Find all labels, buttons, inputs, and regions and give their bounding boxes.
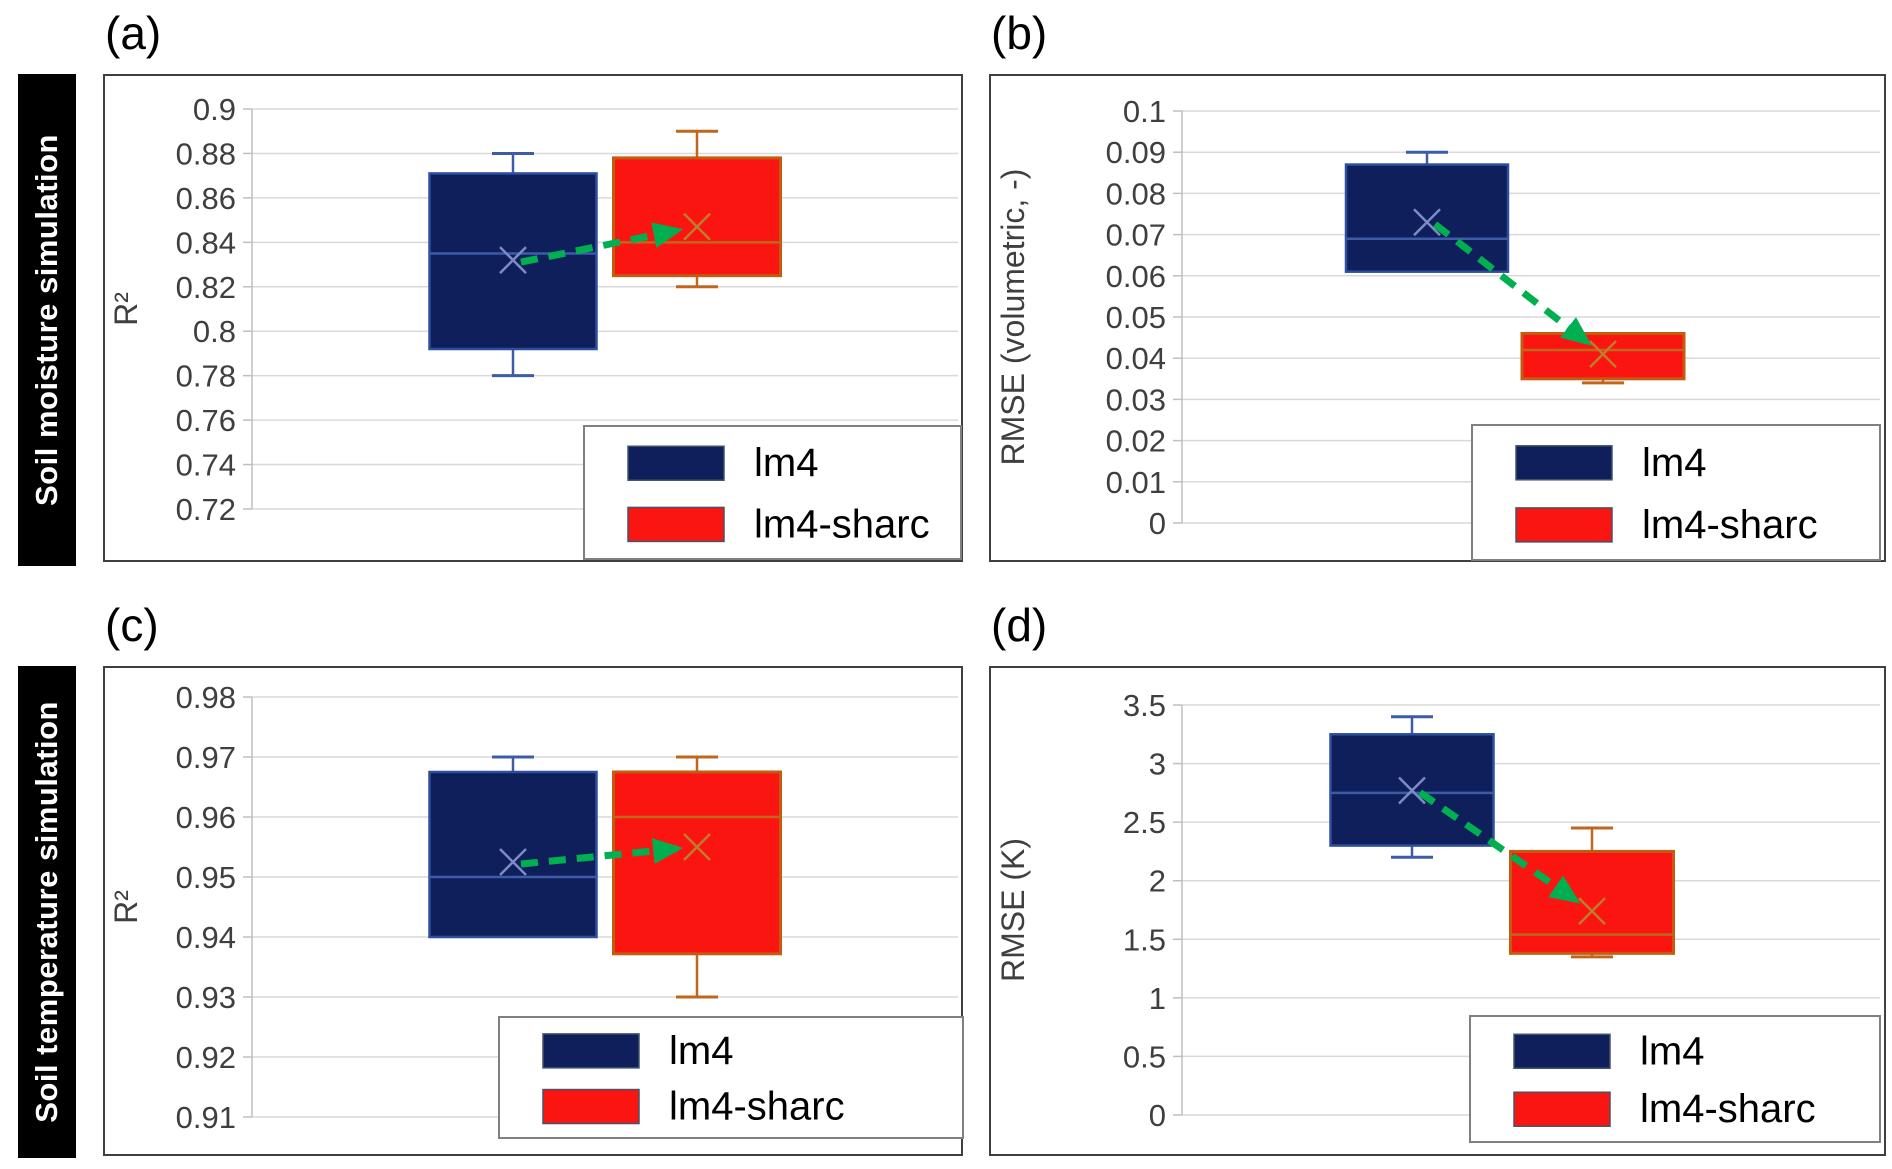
mean-marker-lm4 [499, 246, 527, 274]
legend-swatch-lm4-sharc [627, 506, 725, 543]
y-axis-title: RMSE (volumetric, -) [995, 169, 1031, 466]
panel-title-d: (d) [991, 599, 1048, 651]
row-banner-soil-temperature-label: Soil temperature simulation [29, 701, 64, 1123]
y-tick-label: 0 [1149, 506, 1166, 541]
y-tick-label: 0.91 [176, 1100, 236, 1135]
legend-label-lm4-sharc: lm4-sharc [1642, 503, 1818, 547]
row-banner-soil-moisture-label: Soil moisture simulation [29, 134, 64, 506]
chart-panel-a: 0.9 0.88 0.86 0.84 0.82 0.8 0.78 0.76 0.74 0.72 R²… [103, 74, 963, 562]
panel-title-a: (a) [105, 7, 162, 59]
y-axis-title: RMSE (K) [995, 838, 1031, 982]
mean-marker-lm4-sharc [683, 212, 711, 241]
y-tick-label: 0.92 [176, 1040, 236, 1075]
box-lm4-sharc [1520, 331, 1686, 381]
legend-label-lm4-sharc: lm4-sharc [1640, 1087, 1816, 1131]
legend-label-lm4-sharc: lm4-sharc [754, 502, 930, 546]
y-tick-label: 0.88 [176, 136, 236, 171]
y-tick-label: 0.94 [176, 920, 236, 955]
legend-label-lm4: lm4 [669, 1029, 733, 1073]
y-tick-label: 0.95 [176, 860, 236, 895]
box-lm4 [428, 770, 598, 939]
y-tick-label: 0.97 [176, 740, 236, 775]
y-tick-label: 1.5 [1123, 922, 1166, 957]
y-tick-label: 0 [1149, 1098, 1166, 1133]
chart-c-canvas: 0.98 0.97 0.96 0.95 0.94 0.93 0.92 0.91 R² lm4 lm4… [108, 680, 964, 1139]
chart-b-canvas: 0.1 0.09 0.08 0.07 0.06 0.05 0.04 0.03 0.02 0.01 0… [995, 94, 1881, 561]
y-tick-label: 1 [1149, 981, 1166, 1016]
y-tick-label: 0.98 [176, 680, 236, 715]
y-tick-label: 0.8 [193, 314, 236, 349]
y-tick-label: 3.5 [1123, 688, 1166, 723]
chart-d-canvas: 3.5 3 2.5 2 1.5 1 0.5 0 RMSE (K) lm4 lm4-sharc [995, 688, 1881, 1143]
y-tick-label: 0.84 [176, 225, 236, 260]
y-tick-label: 0.93 [176, 980, 236, 1015]
y-tick-label: 0.06 [1106, 259, 1166, 294]
chart-panel-b: 0.1 0.09 0.08 0.07 0.06 0.05 0.04 0.03 0.02 0.01 0… [989, 74, 1886, 562]
y-tick-label: 0.82 [176, 270, 236, 305]
y-tick-label: 3 [1149, 747, 1166, 782]
mean-marker-lm4-sharc [1578, 897, 1606, 926]
legend-label-lm4: lm4 [754, 441, 818, 485]
legend-swatch-lm4-sharc [542, 1088, 640, 1125]
legend-label-lm4: lm4 [1640, 1029, 1704, 1073]
y-tick-label: 0.04 [1106, 341, 1166, 376]
y-tick-label: 0.1 [1123, 94, 1166, 129]
y-tick-label: 0.72 [176, 492, 236, 527]
y-tick-label: 2 [1149, 864, 1166, 899]
y-tick-label: 0.08 [1106, 176, 1166, 211]
y-tick-label: 0.01 [1106, 465, 1166, 500]
y-tick-label: 0.03 [1106, 382, 1166, 417]
y-tick-label: 0.96 [176, 800, 236, 835]
legend-label-lm4: lm4 [1642, 441, 1706, 485]
y-tick-label: 0.09 [1106, 135, 1166, 170]
y-axis-title: R² [108, 292, 144, 326]
mean-marker-lm4-sharc [1589, 340, 1617, 368]
y-tick-label: 0.02 [1106, 424, 1166, 459]
chart-panel-d: 3.5 3 2.5 2 1.5 1 0.5 0 RMSE (K) lm4 lm4-sharc [989, 666, 1886, 1156]
legend-label-lm4-sharc: lm4-sharc [669, 1085, 845, 1129]
legend-swatch-lm4 [542, 1033, 640, 1069]
y-tick-label: 0.07 [1106, 218, 1166, 253]
y-tick-label: 0.76 [176, 403, 236, 438]
legend-swatch-lm4 [1515, 445, 1613, 481]
y-tick-label: 0.74 [176, 448, 236, 483]
mean-marker-lm4 [1413, 208, 1441, 237]
panel-title-c: (c) [105, 599, 159, 651]
y-tick-label: 2.5 [1123, 805, 1166, 840]
legend-swatch-lm4-sharc [1515, 507, 1613, 543]
box-lm4 [1344, 163, 1510, 273]
legend-swatch-lm4 [1513, 1033, 1611, 1070]
legend-swatch-lm4 [627, 445, 725, 481]
improvement-arrow [1432, 221, 1592, 346]
y-tick-label: 0.5 [1123, 1039, 1166, 1074]
y-axis-title: R² [108, 890, 144, 924]
mean-marker-lm4 [1398, 776, 1426, 805]
chart-panel-c: 0.98 0.97 0.96 0.95 0.94 0.93 0.92 0.91 R² lm4 lm4… [103, 666, 964, 1156]
box-lm4-sharc [612, 156, 782, 278]
y-tick-label: 0.05 [1106, 300, 1166, 335]
mean-marker-lm4 [499, 848, 527, 876]
box-lm4-sharc [1509, 849, 1675, 955]
mean-marker-lm4-sharc [683, 833, 711, 861]
y-tick-label: 0.9 [193, 92, 236, 127]
box-lm4-sharc [612, 770, 782, 956]
y-tick-label: 0.86 [176, 181, 236, 216]
y-tick-label: 0.78 [176, 359, 236, 394]
row-banner-soil-temperature: Soil temperature simulation [18, 666, 76, 1158]
chart-a-canvas: 0.9 0.88 0.86 0.84 0.82 0.8 0.78 0.76 0.74 0.72 R²… [108, 92, 962, 560]
panel-title-b: (b) [991, 7, 1048, 59]
improvement-arrow [1418, 789, 1581, 904]
row-banner-soil-moisture: Soil moisture simulation [18, 74, 76, 566]
legend-swatch-lm4-sharc [1513, 1091, 1611, 1127]
